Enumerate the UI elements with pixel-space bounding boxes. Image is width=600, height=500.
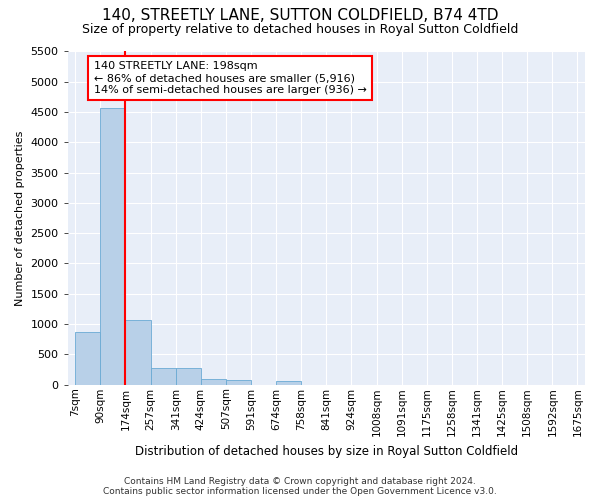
Text: 140, STREETLY LANE, SUTTON COLDFIELD, B74 4TD: 140, STREETLY LANE, SUTTON COLDFIELD, B7… xyxy=(102,8,498,22)
Y-axis label: Number of detached properties: Number of detached properties xyxy=(15,130,25,306)
Text: Contains HM Land Registry data © Crown copyright and database right 2024.
Contai: Contains HM Land Registry data © Crown c… xyxy=(103,476,497,496)
Bar xyxy=(176,368,201,384)
Bar xyxy=(75,332,100,384)
Bar xyxy=(226,380,251,384)
Bar xyxy=(276,381,301,384)
Bar xyxy=(151,368,176,384)
Bar xyxy=(100,108,125,384)
X-axis label: Distribution of detached houses by size in Royal Sutton Coldfield: Distribution of detached houses by size … xyxy=(135,444,518,458)
Text: Size of property relative to detached houses in Royal Sutton Coldfield: Size of property relative to detached ho… xyxy=(82,22,518,36)
Bar xyxy=(201,379,226,384)
Bar xyxy=(125,320,151,384)
Text: 140 STREETLY LANE: 198sqm
← 86% of detached houses are smaller (5,916)
14% of se: 140 STREETLY LANE: 198sqm ← 86% of detac… xyxy=(94,62,367,94)
